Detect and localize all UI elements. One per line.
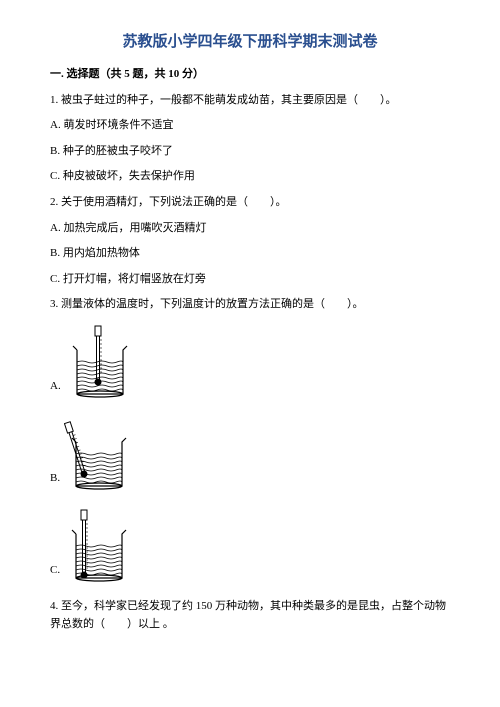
q1-stem: 1. 被虫子蛀过的种子，一般都不能萌发成幼苗，其主要原因是（ ）。 — [50, 92, 450, 110]
q3-option-b-label: B. — [50, 470, 60, 492]
q2-option-b: B. 用内焰加热物体 — [50, 245, 450, 263]
q1-option-a: A. 萌发时环境条件不适宜 — [50, 117, 450, 135]
q2-option-c: C. 打开灯帽，将灯帽竖放在灯旁 — [50, 271, 450, 289]
q2-option-a: A. 加热完成后，用嘴吹灭酒精灯 — [50, 220, 450, 238]
q3-option-b: B. — [50, 414, 450, 492]
q3-option-c-label: C. — [50, 562, 60, 584]
q3-option-c: C. — [50, 506, 450, 584]
q3-option-a: A. — [50, 322, 450, 400]
q4-stem: 4. 至今，科学家已经发现了约 150 万种动物，其中种类最多的是昆虫，占整个动… — [50, 598, 450, 633]
q3-stem: 3. 测量液体的温度时，下列温度计的放置方法正确的是（ ）。 — [50, 296, 450, 314]
q2-stem: 2. 关于使用酒精灯，下列说法正确的是（ ）。 — [50, 194, 450, 212]
beaker-figure-c — [64, 506, 134, 584]
beaker-figure-b — [64, 414, 134, 492]
page-title: 苏教版小学四年级下册科学期末测试卷 — [50, 30, 450, 54]
q1-option-c: C. 种皮被破坏，失去保护作用 — [50, 168, 450, 186]
q1-option-b: B. 种子的胚被虫子咬坏了 — [50, 143, 450, 161]
q3-option-a-label: A. — [50, 378, 61, 400]
beaker-figure-a — [65, 322, 135, 400]
section-header: 一. 选择题（共 5 题，共 10 分） — [50, 66, 450, 84]
title-text: 苏教版小学四年级下册科学期末测试卷 — [122, 34, 377, 50]
